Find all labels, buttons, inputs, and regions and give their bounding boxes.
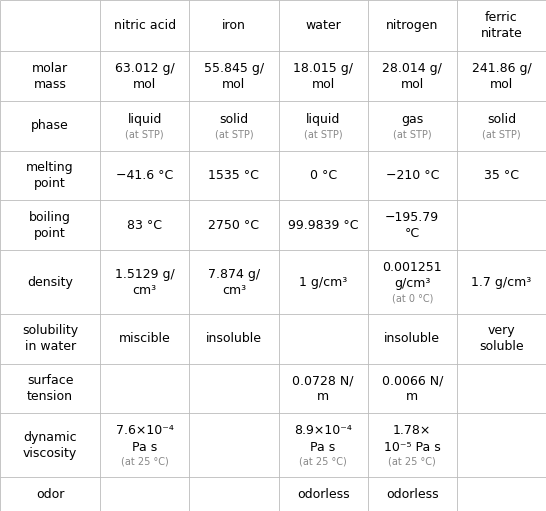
Text: (at 25 °C): (at 25 °C) — [121, 457, 169, 467]
Text: −195.79
°C: −195.79 °C — [385, 211, 440, 240]
Text: 7.874 g/
cm³: 7.874 g/ cm³ — [208, 268, 260, 296]
Text: Pa s: Pa s — [132, 440, 157, 454]
Text: solubility
in water: solubility in water — [22, 324, 78, 354]
Text: odor: odor — [36, 487, 64, 501]
Text: density: density — [27, 275, 73, 289]
Text: 1535 °C: 1535 °C — [209, 169, 259, 182]
Text: 83 °C: 83 °C — [127, 219, 162, 232]
Text: very
soluble: very soluble — [479, 324, 524, 354]
Text: 10⁻⁵ Pa s: 10⁻⁵ Pa s — [384, 440, 441, 454]
Text: 0.0728 N/
m: 0.0728 N/ m — [292, 374, 354, 403]
Text: (at STP): (at STP) — [393, 129, 431, 139]
Text: (at STP): (at STP) — [126, 129, 164, 139]
Text: solid: solid — [219, 113, 248, 126]
Text: water: water — [305, 19, 341, 32]
Text: liquid: liquid — [128, 113, 162, 126]
Text: 0.001251: 0.001251 — [382, 261, 442, 274]
Text: 0 °C: 0 °C — [310, 169, 337, 182]
Text: 55.845 g/
mol: 55.845 g/ mol — [204, 62, 264, 91]
Text: insoluble: insoluble — [206, 332, 262, 345]
Text: ferric
nitrate: ferric nitrate — [480, 11, 523, 40]
Text: (at STP): (at STP) — [482, 129, 521, 139]
Text: (at STP): (at STP) — [304, 129, 342, 139]
Text: 1.5129 g/
cm³: 1.5129 g/ cm³ — [115, 268, 175, 296]
Text: liquid: liquid — [306, 113, 340, 126]
Text: nitrogen: nitrogen — [386, 19, 438, 32]
Text: melting
point: melting point — [26, 161, 74, 190]
Text: nitric acid: nitric acid — [114, 19, 176, 32]
Text: −41.6 °C: −41.6 °C — [116, 169, 174, 182]
Text: 63.012 g/
mol: 63.012 g/ mol — [115, 62, 175, 91]
Text: −210 °C: −210 °C — [385, 169, 439, 182]
Text: (at 25 °C): (at 25 °C) — [388, 457, 436, 467]
Text: 35 °C: 35 °C — [484, 169, 519, 182]
Text: g/cm³: g/cm³ — [394, 277, 430, 290]
Text: 1 g/cm³: 1 g/cm³ — [299, 275, 347, 289]
Text: 8.9×10⁻⁴: 8.9×10⁻⁴ — [294, 425, 352, 437]
Text: solid: solid — [487, 113, 516, 126]
Text: Pa s: Pa s — [311, 440, 336, 454]
Text: 18.015 g/
mol: 18.015 g/ mol — [293, 62, 353, 91]
Text: 1.78×: 1.78× — [393, 425, 431, 437]
Text: (at 25 °C): (at 25 °C) — [299, 457, 347, 467]
Text: dynamic
viscosity: dynamic viscosity — [23, 431, 77, 460]
Text: odorless: odorless — [297, 487, 349, 501]
Text: odorless: odorless — [386, 487, 438, 501]
Text: 0.0066 N/
m: 0.0066 N/ m — [382, 374, 443, 403]
Text: gas: gas — [401, 113, 423, 126]
Text: 2750 °C: 2750 °C — [209, 219, 259, 232]
Text: (at STP): (at STP) — [215, 129, 253, 139]
Text: surface
tension: surface tension — [27, 374, 73, 403]
Text: molar
mass: molar mass — [32, 62, 68, 91]
Text: miscible: miscible — [119, 332, 171, 345]
Text: 7.6×10⁻⁴: 7.6×10⁻⁴ — [116, 425, 174, 437]
Text: iron: iron — [222, 19, 246, 32]
Text: 28.014 g/
mol: 28.014 g/ mol — [382, 62, 442, 91]
Text: 1.7 g/cm³: 1.7 g/cm³ — [471, 275, 532, 289]
Text: insoluble: insoluble — [384, 332, 440, 345]
Text: 241.86 g/
mol: 241.86 g/ mol — [472, 62, 531, 91]
Text: (at 0 °C): (at 0 °C) — [391, 293, 433, 304]
Text: phase: phase — [31, 120, 69, 132]
Text: boiling
point: boiling point — [29, 211, 71, 240]
Text: 99.9839 °C: 99.9839 °C — [288, 219, 358, 232]
